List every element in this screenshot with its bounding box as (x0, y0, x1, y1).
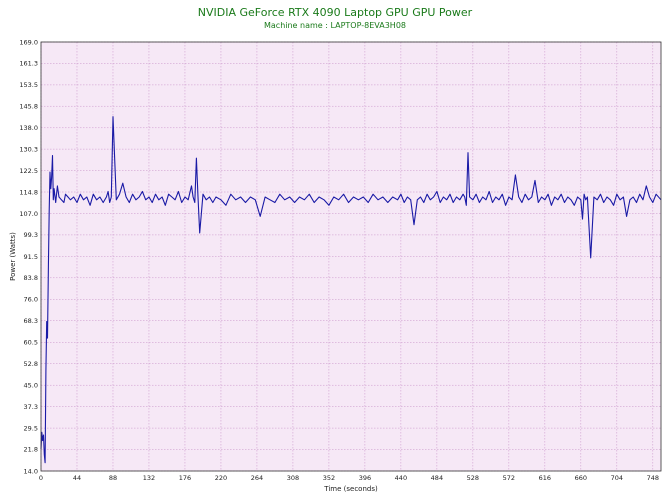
x-tick-label: 572 (503, 474, 515, 482)
x-tick-label: 704 (611, 474, 623, 482)
y-tick-label: 52.8 (24, 360, 38, 368)
y-tick-label: 138.0 (19, 124, 38, 132)
y-tick-label: 83.8 (24, 274, 38, 282)
x-tick-label: 748 (647, 474, 659, 482)
y-tick-label: 99.3 (24, 231, 38, 239)
chart-subtitle: Machine name : LAPTOP-8EVA3H08 (263, 21, 407, 30)
y-tick-label: 60.5 (24, 339, 38, 347)
y-tick-label: 107.0 (19, 210, 38, 218)
y-tick-label: 130.3 (19, 145, 38, 153)
x-tick-label: 44 (73, 474, 81, 482)
x-tick-label: 132 (143, 474, 155, 482)
x-tick-label: 308 (287, 474, 299, 482)
y-axis-label: Power (Watts) (9, 232, 17, 281)
x-tick-label: 352 (323, 474, 335, 482)
y-tick-label: 37.3 (24, 403, 38, 411)
x-tick-label: 440 (395, 474, 407, 482)
y-tick-label: 14.0 (24, 467, 38, 475)
x-tick-label: 264 (251, 474, 263, 482)
x-tick-label: 528 (467, 474, 479, 482)
y-tick-label: 45.0 (24, 382, 38, 390)
x-axis-label: Time (seconds) (323, 485, 378, 493)
y-tick-label: 76.0 (24, 296, 38, 304)
x-tick-label: 0 (39, 474, 43, 482)
x-axis-ticks: 0 44 88 132 176 220 264 308 352 396 440 484 528 572 61… (39, 474, 659, 482)
y-axis-ticks: 169.0 161.3 153.5 145.8 138.0 130.3 122.5 114.8… (19, 38, 38, 475)
x-tick-label: 396 (359, 474, 371, 482)
y-tick-label: 68.3 (24, 317, 38, 325)
x-tick-label: 616 (539, 474, 551, 482)
plot-border (40, 41, 662, 472)
y-tick-label: 145.8 (19, 103, 38, 111)
y-tick-label: 29.5 (24, 424, 38, 432)
x-tick-label: 176 (179, 474, 191, 482)
x-tick-label: 88 (109, 474, 117, 482)
x-tick-label: 484 (431, 474, 443, 482)
y-tick-label: 114.8 (19, 188, 38, 196)
chart-title: NVIDIA GeForce RTX 4090 Laptop GPU GPU P… (197, 6, 473, 19)
x-tick-label: 660 (575, 474, 587, 482)
y-tick-label: 91.5 (24, 253, 38, 261)
y-tick-label: 122.5 (19, 167, 38, 175)
y-tick-label: 153.5 (19, 81, 38, 89)
y-tick-label: 169.0 (19, 38, 38, 46)
y-tick-label: 21.8 (24, 446, 38, 454)
x-tick-label: 220 (215, 474, 227, 482)
y-tick-label: 161.3 (19, 60, 38, 68)
series-line-gpu-power (40, 116, 662, 464)
